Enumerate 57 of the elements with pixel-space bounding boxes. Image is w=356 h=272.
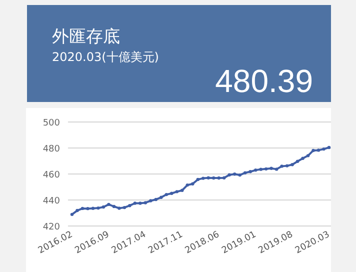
point xyxy=(259,168,262,171)
point xyxy=(70,212,74,216)
point xyxy=(228,173,231,177)
point xyxy=(301,156,304,160)
point xyxy=(133,202,137,205)
point xyxy=(180,188,184,192)
point xyxy=(270,166,273,170)
point xyxy=(248,170,252,174)
point xyxy=(322,147,326,151)
point xyxy=(243,171,247,174)
point xyxy=(202,176,205,180)
point xyxy=(196,178,200,182)
y-tick-label: 440 xyxy=(42,196,60,206)
point xyxy=(327,146,331,150)
y-tick-label: 480 xyxy=(42,144,60,154)
point xyxy=(112,204,116,208)
point xyxy=(149,199,152,202)
text: 外匯存底 xyxy=(52,26,120,48)
point xyxy=(96,206,100,210)
point xyxy=(175,190,178,194)
point xyxy=(191,182,194,186)
point xyxy=(312,148,315,152)
point xyxy=(254,168,258,172)
point xyxy=(212,176,216,180)
y-tick-label: 500 xyxy=(42,118,60,128)
point xyxy=(217,176,220,180)
point xyxy=(118,206,121,210)
point xyxy=(107,202,110,206)
point xyxy=(316,148,320,152)
point xyxy=(186,183,189,187)
text: 2020.03(十億美元) xyxy=(52,49,159,66)
point xyxy=(296,160,300,163)
point xyxy=(222,176,226,180)
point xyxy=(102,205,106,209)
y-tick-label: 420 xyxy=(42,222,60,232)
point xyxy=(306,154,310,158)
line-series xyxy=(70,146,331,216)
point xyxy=(264,167,268,171)
point xyxy=(290,163,294,166)
point xyxy=(170,192,174,195)
y-tick-label: 460 xyxy=(42,170,60,180)
point xyxy=(160,196,163,199)
point xyxy=(280,164,284,168)
point xyxy=(80,206,84,210)
point xyxy=(91,206,95,210)
point xyxy=(128,204,132,208)
point xyxy=(164,192,168,196)
point xyxy=(76,208,79,212)
point xyxy=(238,173,242,177)
point xyxy=(122,206,126,210)
point xyxy=(232,172,236,176)
point xyxy=(285,164,289,168)
text: 480.39 xyxy=(215,63,313,100)
point xyxy=(144,201,148,204)
point xyxy=(154,198,158,202)
point xyxy=(138,202,142,205)
point xyxy=(274,168,278,171)
